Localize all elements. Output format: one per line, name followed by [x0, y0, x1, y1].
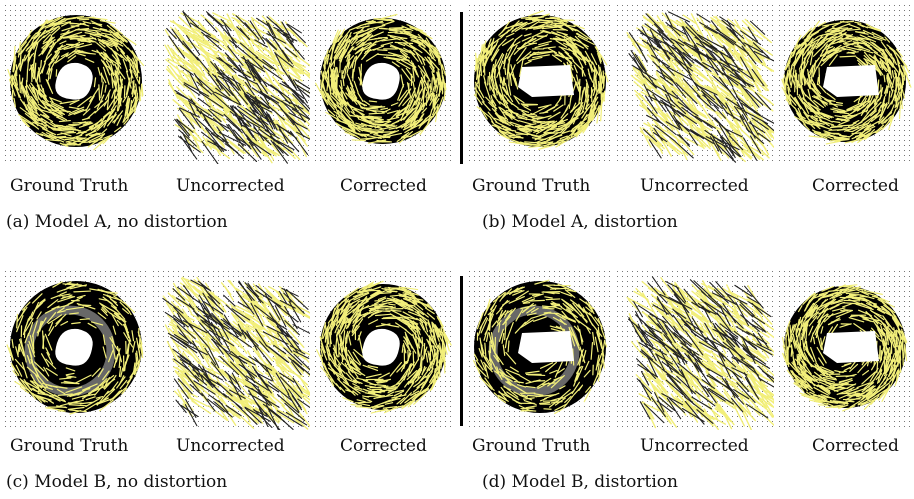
group-divider — [460, 276, 463, 426]
vector-field-image — [5, 5, 146, 161]
subfigure-caption-d: (d) Model B, distortion — [482, 472, 678, 492]
panel-d-uncorrected — [614, 268, 774, 430]
vector-field-image — [617, 271, 774, 430]
panel-b-corrected — [776, 2, 914, 164]
vector-field-image — [779, 271, 910, 427]
panel-label: Uncorrected — [176, 176, 285, 196]
vector-field-image — [315, 271, 452, 427]
panel-b-ground-truth — [466, 2, 614, 164]
panel-label: Ground Truth — [10, 436, 129, 456]
vector-field-image — [314, 5, 451, 161]
panel-a-uncorrected — [150, 2, 310, 164]
subfigure-caption-b: (b) Model A, distortion — [482, 212, 678, 232]
panel-d-ground-truth — [466, 268, 614, 430]
vector-field-image — [779, 5, 912, 161]
subfigure-caption-a: (a) Model A, no distortion — [6, 212, 228, 232]
vector-field-image — [153, 5, 310, 164]
vector-field-image — [469, 271, 610, 427]
panel-c-uncorrected — [150, 268, 310, 430]
panel-c-corrected — [312, 268, 454, 430]
panel-a-corrected — [312, 2, 454, 164]
panel-b-uncorrected — [614, 2, 774, 164]
panel-label: Corrected — [812, 176, 899, 196]
panel-label: Uncorrected — [176, 436, 285, 456]
group-divider — [460, 12, 463, 164]
panel-label: Corrected — [340, 436, 427, 456]
vector-field-image — [469, 5, 610, 161]
panel-label: Ground Truth — [10, 176, 129, 196]
vector-field-image — [617, 5, 774, 163]
panel-label: Uncorrected — [640, 436, 749, 456]
panel-label: Ground Truth — [472, 436, 591, 456]
subfigure-caption-c: (c) Model B, no distortion — [6, 472, 228, 492]
panel-label: Corrected — [812, 436, 899, 456]
panel-label: Corrected — [340, 176, 427, 196]
panel-a-ground-truth — [2, 2, 150, 164]
panel-c-ground-truth — [2, 268, 150, 430]
panel-label: Ground Truth — [472, 176, 591, 196]
vector-field-image — [153, 271, 310, 430]
vector-field-image — [5, 271, 146, 427]
panel-label: Uncorrected — [640, 176, 749, 196]
panel-d-corrected — [776, 268, 914, 430]
